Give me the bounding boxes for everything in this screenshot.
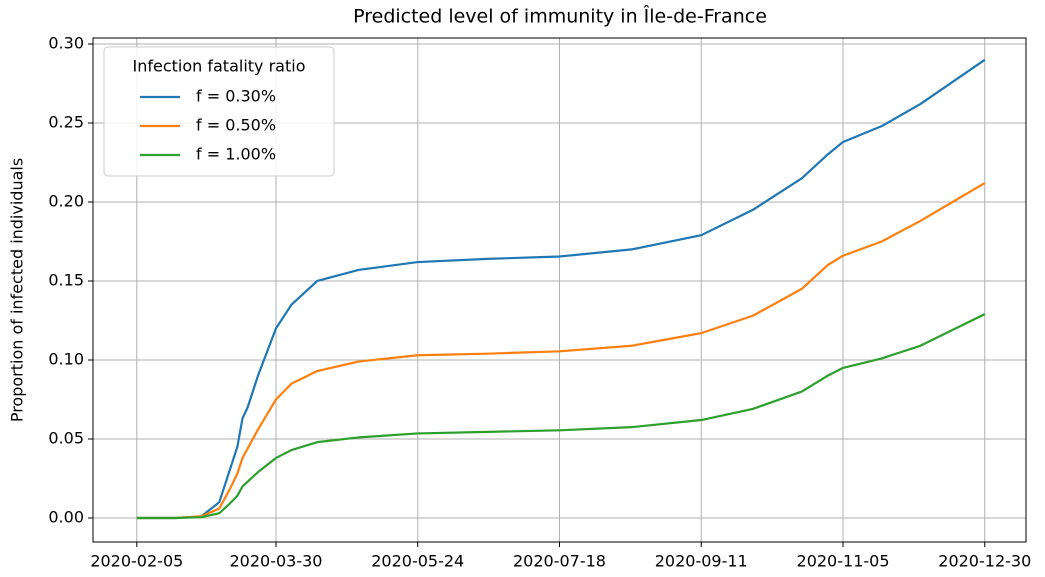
y-tick-label: 0.10 [48, 349, 84, 368]
y-tick-label: 0.30 [48, 34, 84, 53]
line [136, 313, 986, 520]
legend-title: Infection fatality ratio [133, 57, 306, 76]
line [136, 182, 986, 520]
legend-label: f = 0.50% [196, 116, 276, 135]
legend-box [103, 46, 335, 177]
chart-title: Predicted level of immunity in Île-de-Fr… [353, 5, 767, 28]
x-tick-label: 2020-02-05 [90, 552, 183, 571]
y-tick-label: 0.00 [48, 507, 84, 526]
y-tick-label: 0.05 [48, 428, 84, 447]
x-tick-label: 2020-07-18 [513, 552, 606, 571]
x-tick-label: 2020-11-05 [797, 552, 890, 571]
line [136, 58, 986, 520]
x-tick-label: 2020-03-30 [229, 552, 322, 571]
y-tick-label: 0.20 [48, 191, 84, 210]
legend-label: f = 0.30% [196, 87, 276, 106]
plot-frame [92, 37, 1027, 543]
y-tick-label: 0.25 [48, 113, 84, 132]
x-tick-label: 2020-09-11 [655, 552, 748, 571]
legend-label: f = 1.00% [196, 145, 276, 164]
y-axis-label: Proportion of infected individuals [8, 158, 27, 422]
x-tick-label: 2020-12-30 [938, 552, 1031, 571]
y-tick-label: 0.15 [48, 270, 84, 289]
x-tick-label: 2020-05-24 [371, 552, 464, 571]
